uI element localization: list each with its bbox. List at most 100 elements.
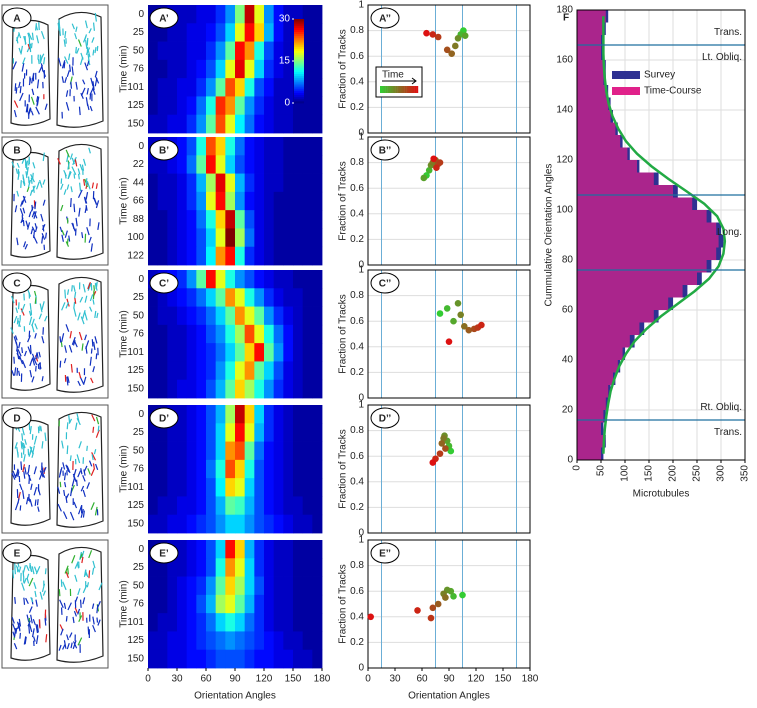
microtubule [66,445,69,455]
microtubule [91,414,96,422]
heat-cell [312,613,323,632]
microtubule [28,623,33,633]
microtubule [69,153,73,160]
microtubule [26,578,30,584]
microtubule [16,446,19,456]
heat-cell [302,343,313,362]
microtubule [70,642,73,649]
heat-cell [167,306,178,326]
heat-cell [264,288,275,307]
microtubule [18,625,21,632]
heat-cell [148,361,159,381]
heat-cell [302,78,313,97]
heat-cell [196,41,207,61]
y-tick-label: 0.8 [350,425,364,436]
heat-cell [215,594,226,614]
heat-cell [254,228,265,248]
heat-cell [186,96,197,116]
heat-cell [312,631,323,651]
heat-cell [312,59,323,79]
heat-cell [273,441,284,461]
microtubule [86,445,88,451]
heat-cell [264,496,275,516]
heat-cell [254,23,265,42]
y-tick-label: 140 [556,105,573,116]
heat-cell [206,137,217,156]
heat-cell [167,41,178,61]
y-tick-label: 0 [358,663,364,674]
heat-cell [225,496,236,516]
microtubule [66,238,69,245]
point [445,338,453,345]
x-tick-label: 60 [200,674,212,685]
heat-cell [196,594,207,614]
colorbar-step [294,31,304,35]
microtubule [24,243,28,250]
heat-cell [293,288,304,307]
heat-cell [244,5,255,24]
heat-cell [196,343,207,362]
microtubule [82,158,87,166]
heat-cell [186,540,197,559]
heat-cell [148,631,159,651]
heat-cell [264,41,275,61]
heat-cell [283,379,294,399]
microtubule [64,481,67,488]
heat-cell [273,114,284,134]
microtubule [18,341,21,349]
microtubule [73,340,78,348]
heat-cell [215,343,226,362]
microtubule [26,614,30,623]
heat-cell [186,155,197,174]
x-tick-label: 100 [620,465,631,482]
heat-cell [167,191,178,211]
microtubule [21,433,24,441]
heat-cell [177,649,188,669]
heat-cell [177,361,188,381]
microtubule [86,60,90,67]
microtubule [92,560,96,569]
heat-cell [283,478,294,497]
heat-cell [177,540,188,559]
heat-cell [225,613,236,632]
heat-cell [206,210,217,229]
microtubule [17,320,21,328]
heat-cell [302,114,313,134]
y-tick-label: 80 [562,255,574,266]
heat-cell [254,405,265,424]
microtubule [17,349,22,357]
heat-cell [206,173,217,193]
microtubule [91,452,97,461]
heat-cell [225,361,236,381]
microtubule [31,357,36,366]
heat-cell [215,379,226,399]
heat-cell [167,631,178,651]
microtubule [74,574,78,582]
heat-cell [244,78,255,97]
y-tick-label: 0 [138,9,144,20]
microtubule [80,468,83,475]
heat-cell [244,423,255,442]
microtubule [66,642,70,650]
microtubule [17,471,20,477]
colorbar-step [294,84,304,87]
microtubule [92,49,95,56]
panel-label-bg [149,272,179,294]
heat-cell [235,228,246,248]
heat-cell [273,423,284,442]
colorbar-step [294,75,304,79]
heat-cell [293,613,304,632]
bar [577,147,628,160]
heat-cell [273,210,284,229]
heat-cell [206,41,217,61]
colorbar-step [294,82,304,85]
heat-cell [148,343,159,362]
heat-cell [312,114,323,134]
heat-cell [244,270,255,289]
heat-cell [273,288,284,307]
heat-cell [312,343,323,362]
heat-cell [167,114,178,134]
heat-cell [167,459,178,479]
microtubule [72,616,75,624]
heat-cell [206,361,217,381]
